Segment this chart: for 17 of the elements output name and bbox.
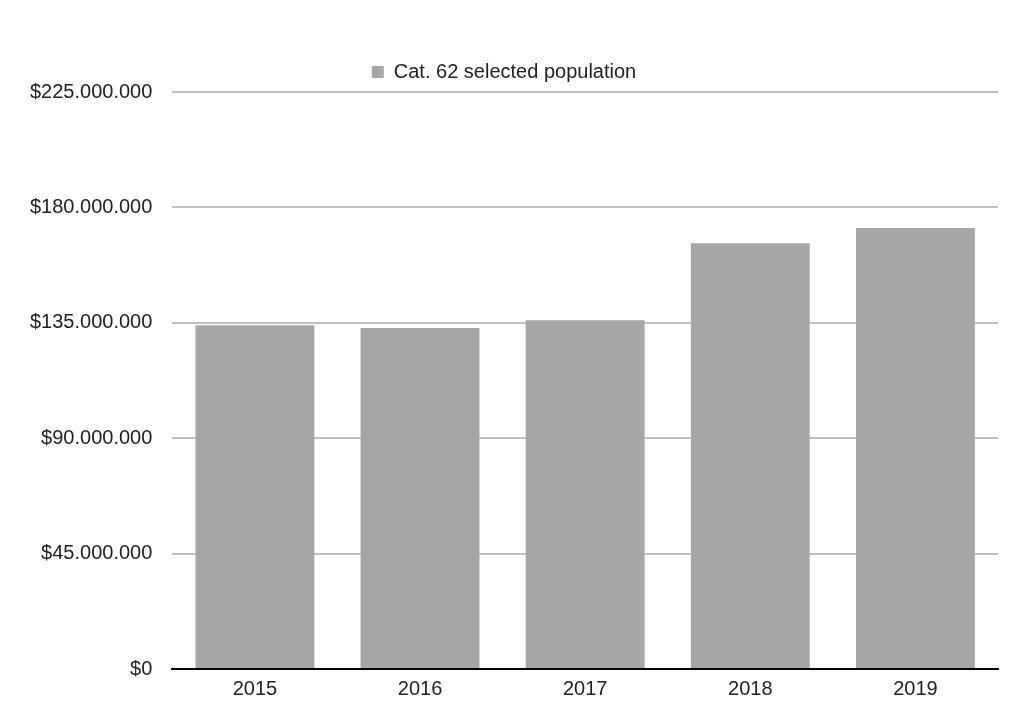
bar <box>360 327 480 668</box>
y-tick-label: $0 <box>130 656 153 679</box>
x-tick-label: 2018 <box>728 676 773 699</box>
legend-label: Cat. 62 selected population <box>393 59 637 82</box>
y-tick-label: $135.000.000 <box>30 310 153 333</box>
bar <box>690 243 810 668</box>
y-tick-label: $90.000.000 <box>41 425 153 448</box>
bar <box>195 325 315 668</box>
y-tick-label: $225.000.000 <box>30 79 153 102</box>
x-tick-label: 2016 <box>397 676 443 699</box>
y-tick-label: $180.000.000 <box>30 194 153 217</box>
x-tick-label: 2015 <box>232 676 278 699</box>
bar <box>855 227 975 668</box>
x-tick-label: 2017 <box>562 676 608 699</box>
y-tick-label: $45.000.000 <box>41 541 153 564</box>
x-tick-label: 2019 <box>893 676 938 699</box>
bar <box>525 320 645 668</box>
